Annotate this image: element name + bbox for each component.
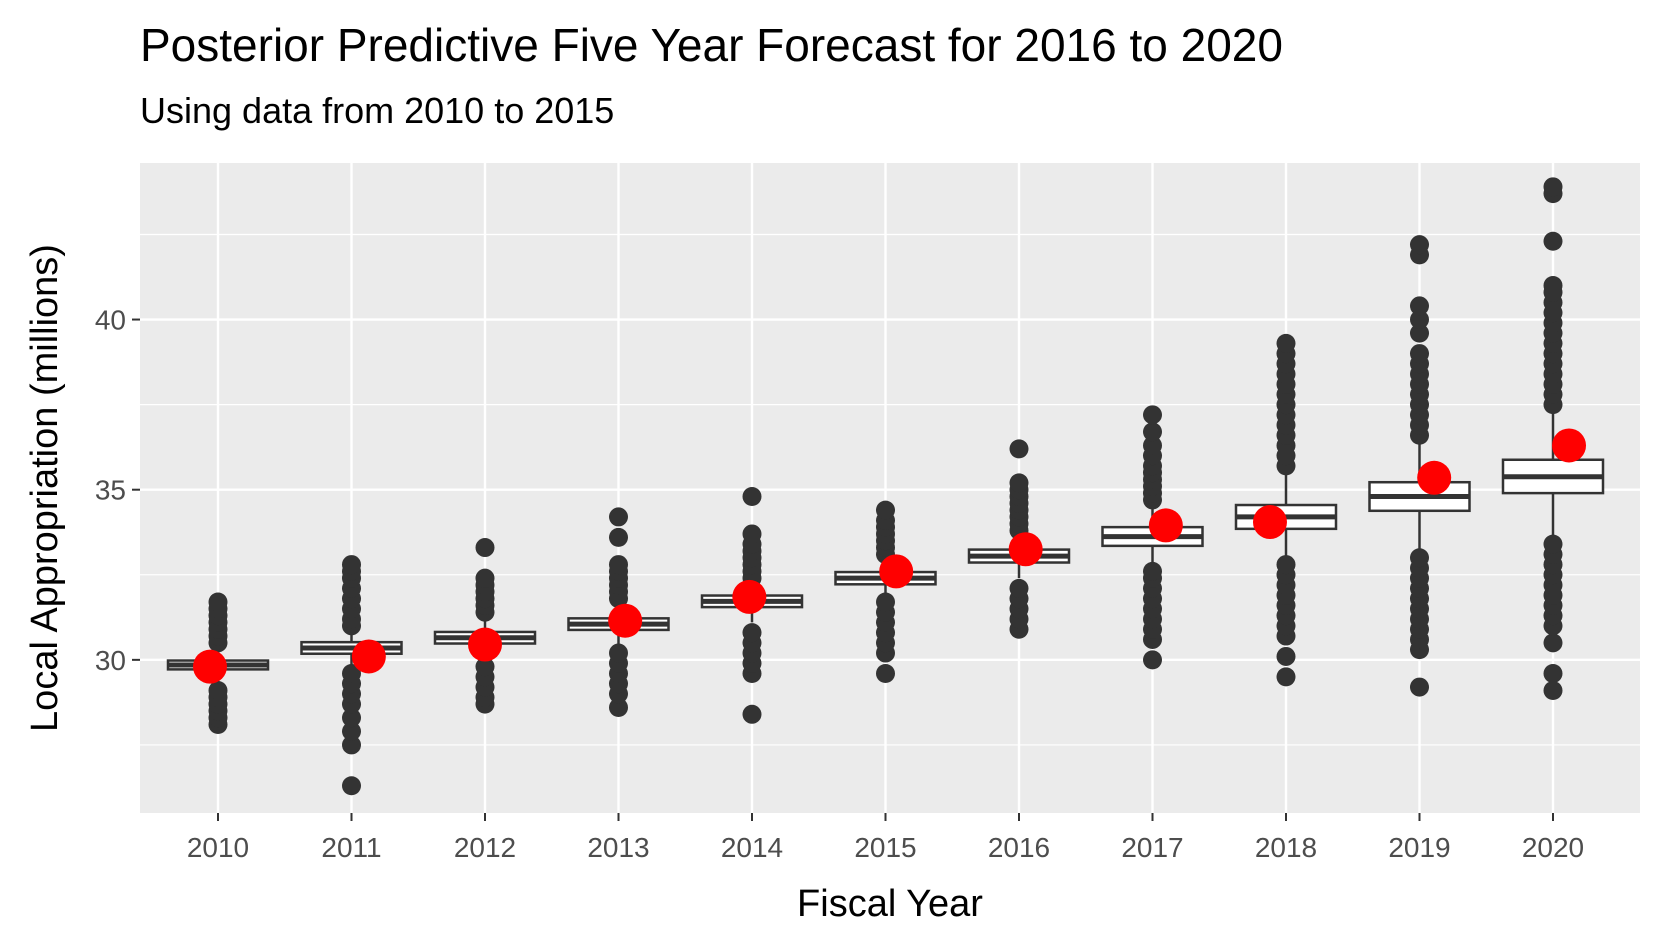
x-tick-label: 2017 bbox=[1121, 832, 1183, 863]
y-tick-label: 40 bbox=[95, 305, 126, 336]
outlier-point bbox=[1276, 646, 1296, 666]
x-tick-label: 2012 bbox=[454, 832, 516, 863]
outlier-point bbox=[1009, 473, 1029, 493]
outlier-point bbox=[1543, 534, 1563, 554]
outlier-point bbox=[342, 708, 361, 728]
x-tick-label: 2013 bbox=[587, 832, 649, 863]
outlier-point bbox=[1410, 344, 1429, 364]
outlier-point bbox=[342, 735, 361, 755]
outlier-point bbox=[1543, 231, 1563, 251]
forecast-point bbox=[351, 639, 386, 674]
x-tick-label: 2014 bbox=[721, 832, 783, 863]
forecast-point bbox=[1252, 505, 1287, 540]
outlier-point bbox=[1543, 663, 1563, 683]
outlier-point bbox=[1543, 680, 1563, 700]
x-tick-label: 2020 bbox=[1522, 832, 1584, 863]
outlier-point bbox=[342, 555, 361, 575]
forecast-point bbox=[1008, 532, 1043, 567]
outliers bbox=[208, 177, 1563, 796]
outlier-point bbox=[208, 680, 228, 700]
outlier-point bbox=[742, 623, 762, 643]
x-tick-label: 2015 bbox=[854, 832, 916, 863]
outlier-point bbox=[1410, 323, 1429, 343]
y-tick-label: 30 bbox=[95, 645, 126, 676]
y-axis: 30 35 40 bbox=[95, 305, 140, 676]
x-axis-title: Fiscal Year bbox=[797, 883, 983, 925]
outlier-point bbox=[475, 568, 495, 588]
outlier-point bbox=[1543, 276, 1563, 296]
outlier-point bbox=[1143, 561, 1162, 581]
forecast-points bbox=[192, 428, 1587, 684]
outlier-point bbox=[1143, 422, 1162, 442]
outlier-point bbox=[609, 555, 628, 575]
forecast-point bbox=[1417, 460, 1452, 495]
outlier-point bbox=[609, 527, 628, 547]
x-axis: 2010 2011 2012 2013 2014 2015 2016 2017 2018 2019… bbox=[187, 813, 1584, 863]
forecast-point bbox=[468, 627, 502, 662]
outlier-point bbox=[342, 663, 361, 683]
outlier-point bbox=[742, 487, 762, 507]
outlier-point bbox=[1009, 439, 1029, 459]
y-tick-label: 35 bbox=[95, 475, 126, 506]
outlier-point bbox=[1143, 650, 1162, 670]
outlier-point bbox=[1143, 405, 1162, 425]
x-tick-label: 2018 bbox=[1255, 832, 1317, 863]
outlier-point bbox=[342, 721, 361, 741]
outlier-point bbox=[475, 538, 495, 558]
outlier-point bbox=[1410, 235, 1429, 255]
outlier-point bbox=[742, 524, 762, 544]
forecast-point bbox=[732, 579, 767, 614]
outlier-point bbox=[475, 657, 495, 677]
outlier-point bbox=[1276, 667, 1296, 687]
outlier-point bbox=[1410, 677, 1429, 697]
outlier-point bbox=[609, 643, 628, 663]
forecast-point bbox=[1552, 428, 1587, 463]
outlier-point bbox=[1410, 310, 1429, 330]
chart-title: Posterior Predictive Five Year Forecast … bbox=[140, 19, 1283, 71]
y-axis-title: Local Appropriation (millions) bbox=[24, 244, 66, 732]
outlier-point bbox=[609, 507, 628, 527]
outlier-point bbox=[1543, 633, 1563, 653]
outlier-point bbox=[208, 592, 228, 612]
forecast-point bbox=[879, 554, 914, 589]
outlier-point bbox=[342, 776, 361, 796]
outlier-point bbox=[1410, 548, 1429, 568]
outlier-point bbox=[876, 592, 895, 612]
forecast-point bbox=[1148, 508, 1183, 543]
outlier-point bbox=[876, 663, 895, 683]
outlier-point bbox=[1276, 333, 1296, 353]
chart-subtitle: Using data from 2010 to 2015 bbox=[140, 90, 615, 131]
forecast-point bbox=[608, 603, 643, 638]
outlier-point bbox=[1410, 296, 1429, 316]
outlier-point bbox=[1009, 578, 1029, 598]
x-tick-label: 2011 bbox=[321, 832, 381, 863]
x-tick-label: 2019 bbox=[1388, 832, 1450, 863]
outlier-point bbox=[1543, 177, 1563, 197]
outlier-point bbox=[609, 698, 628, 718]
x-tick-label: 2010 bbox=[187, 832, 249, 863]
x-tick-label: 2016 bbox=[988, 832, 1050, 863]
outlier-point bbox=[1276, 555, 1296, 575]
outlier-point bbox=[1143, 435, 1162, 455]
outlier-point bbox=[742, 704, 762, 724]
outlier-point bbox=[876, 500, 895, 520]
forecast-point bbox=[192, 649, 227, 684]
